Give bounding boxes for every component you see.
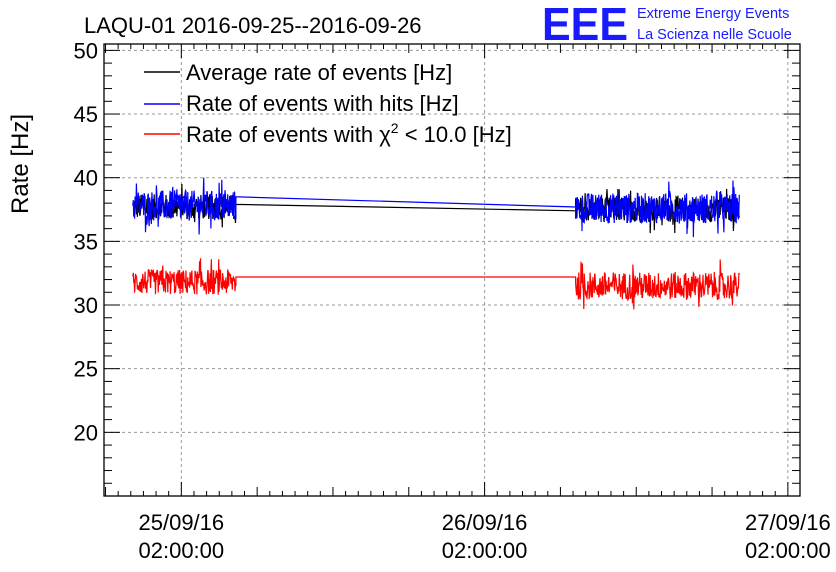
legend-chi2-prefix: Rate of events with [186, 122, 379, 147]
y-tick-label-1: 25 [74, 357, 98, 382]
y-tick-label-6: 50 [74, 38, 98, 63]
legend: Average rate of events [Hz] Rate of even… [144, 60, 512, 147]
legend-chi-superscript: 2 [391, 120, 399, 136]
y-tick-label-0: 20 [74, 420, 98, 445]
grid-lines [104, 44, 800, 496]
plot-frame [103, 43, 801, 497]
y-tick-label-2: 30 [74, 293, 98, 318]
x-tick-time-1: 02:00:00 [442, 538, 528, 563]
logo-line1: Extreme Energy Events [637, 6, 789, 22]
y-tick-label-3: 35 [74, 229, 98, 254]
series-line-1 [132, 177, 740, 238]
y-tick-label-5: 45 [74, 102, 98, 127]
series-line-2 [132, 258, 740, 310]
logo-letters: EEE [542, 0, 628, 50]
legend-label-average: Average rate of events [Hz] [186, 60, 452, 85]
y-axis: 20 25 30 35 40 45 50 [74, 38, 800, 484]
plot-series [132, 177, 740, 310]
legend-label-chi2: Rate of events with χ2 < 10.0 [Hz] [186, 120, 512, 147]
legend-label-hits: Rate of events with hits [Hz] [186, 91, 459, 116]
y-axis-label: Rate [Hz] [7, 114, 34, 214]
eee-logo: EEE Extreme Energy Events La Scienza nel… [542, 0, 792, 50]
legend-chi2-suffix: < 10.0 [Hz] [399, 122, 512, 147]
plot-border [103, 43, 801, 497]
x-tick-date-2: 27/09/16 [745, 510, 831, 535]
x-tick-date-0: 25/09/16 [139, 510, 225, 535]
x-tick-time-0: 02:00:00 [139, 538, 225, 563]
x-tick-time-2: 02:00:00 [745, 538, 831, 563]
x-axis: 25/09/16 02:00:00 26/09/16 02:00:00 27/09/16… [105, 44, 831, 563]
y-tick-label-4: 40 [74, 166, 98, 191]
logo-line2: La Scienza nelle Scuole [637, 27, 792, 43]
chart-title: LAQU-01 2016-09-25--2016-09-26 [84, 13, 422, 38]
x-tick-date-1: 26/09/16 [442, 510, 528, 535]
legend-chi-symbol: χ [379, 122, 391, 147]
